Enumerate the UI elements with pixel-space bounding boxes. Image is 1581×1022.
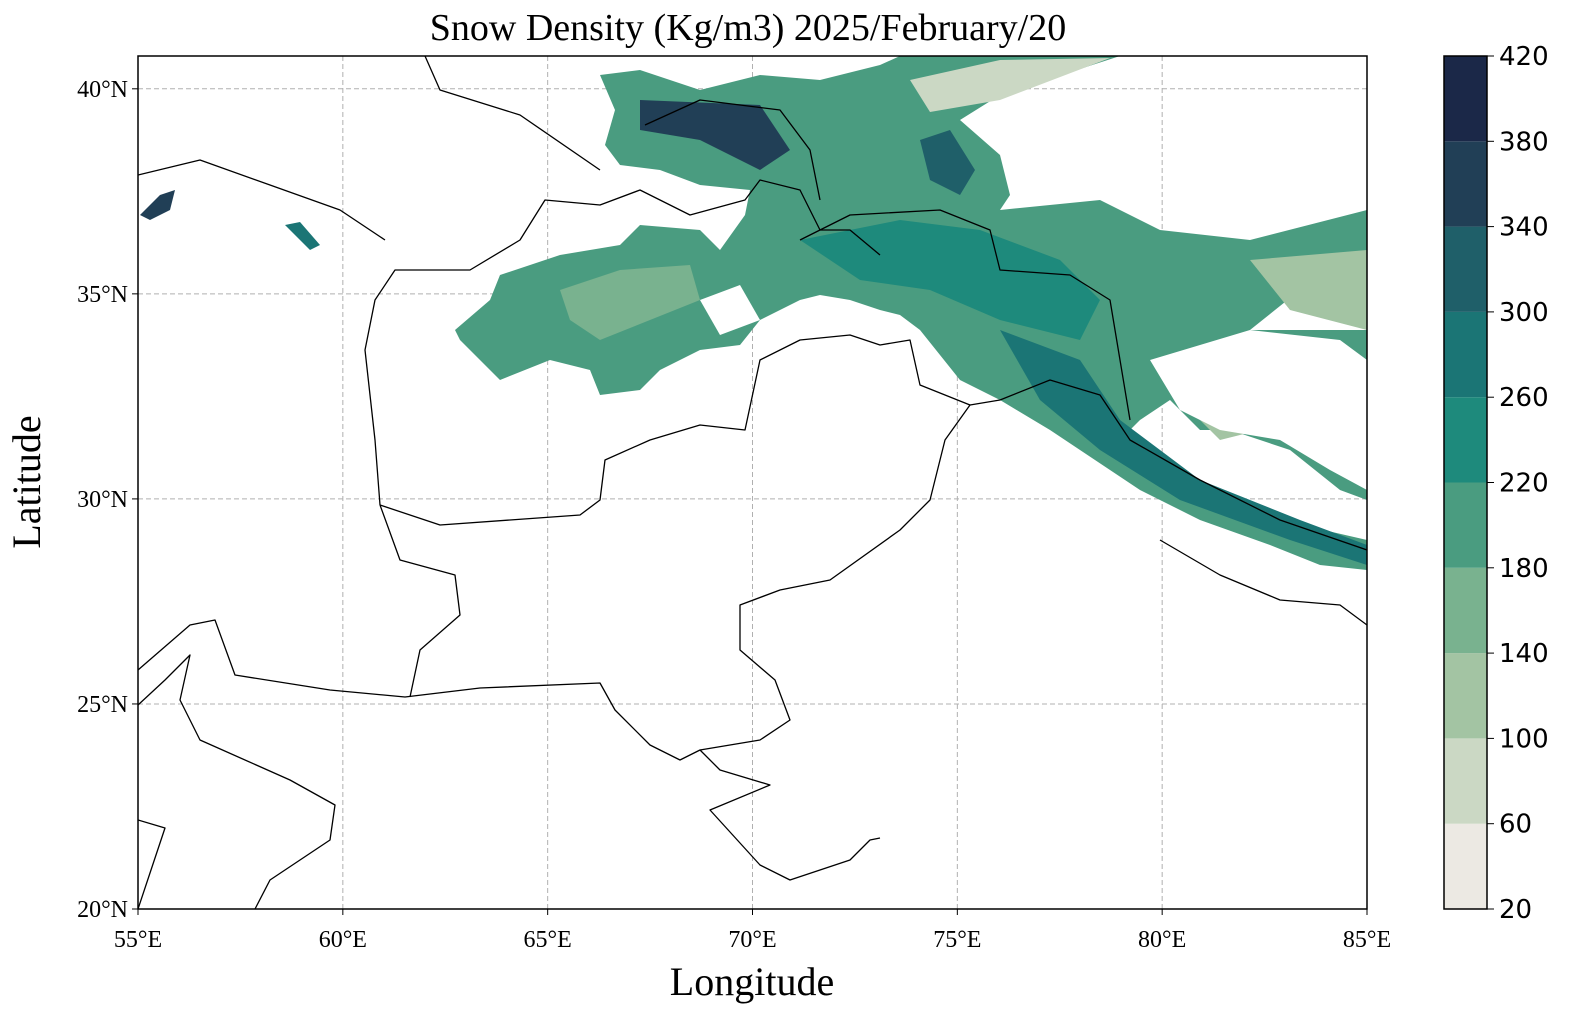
- snow-area: [140, 190, 175, 220]
- country-border: [969, 379, 1367, 551]
- colorbar-tick-label: 100: [1499, 724, 1549, 754]
- snow-area: [560, 265, 700, 340]
- country-border: [138, 819, 166, 909]
- colorbar-bin: [1444, 567, 1487, 654]
- x-tick-label: 65°E: [524, 927, 572, 953]
- y-tick-label: 25°N: [77, 692, 128, 718]
- snow-area: [455, 56, 1367, 570]
- colorbar: 20 60 100 140 180 220 260 300 340 380 420: [1443, 42, 1549, 925]
- colorbar-bin: [1444, 823, 1487, 909]
- borders: [138, 56, 1367, 909]
- y-tick-label: 35°N: [77, 282, 128, 308]
- x-tick-label: 80°E: [1138, 927, 1186, 953]
- country-border: [1159, 539, 1367, 626]
- colorbar-tick-label: 60: [1499, 810, 1532, 840]
- colorbar-tick-label: 220: [1499, 469, 1549, 499]
- x-tick-label: 70°E: [728, 927, 776, 953]
- x-axis-label: Longitude: [670, 959, 834, 1004]
- y-axis-label: Latitude: [4, 415, 49, 548]
- x-tick-label: 60°E: [319, 927, 367, 953]
- y-tick-label: 40°N: [77, 77, 128, 103]
- colorbar-bin: [1444, 311, 1487, 398]
- coastline: [424, 56, 601, 171]
- colorbar-tick-label: 20: [1499, 895, 1532, 925]
- coastline: [138, 654, 336, 909]
- snow-free-area: [700, 285, 760, 335]
- chart-title: Snow Density (Kg/m3) 2025/February/20: [430, 7, 1066, 49]
- snow-area: [1250, 250, 1367, 330]
- country-border: [364, 179, 881, 506]
- country-border: [644, 99, 821, 201]
- colorbar-tick-label: 340: [1499, 213, 1549, 243]
- coastline: [138, 159, 386, 241]
- snow-layer: [140, 56, 1367, 570]
- coastline: [138, 619, 881, 881]
- colorbar-tick-label: 140: [1499, 639, 1549, 669]
- snow-area: [285, 222, 320, 250]
- snow-area: [1000, 330, 1367, 565]
- country-border: [379, 334, 971, 751]
- colorbar-bin: [1444, 397, 1487, 483]
- country-border: [799, 209, 1131, 421]
- colorbar-bin: [1444, 56, 1487, 142]
- colorbar-bin: [1444, 482, 1487, 568]
- colorbar-bin: [1444, 738, 1487, 824]
- colorbar-tick-label: 420: [1499, 42, 1549, 72]
- colorbar-tick-label: 300: [1499, 298, 1549, 328]
- x-tick-label: 85°E: [1343, 927, 1391, 953]
- y-tick-label: 20°N: [77, 897, 128, 923]
- y-tick-label: 30°N: [77, 487, 128, 513]
- colorbar-bin: [1444, 141, 1487, 227]
- snow-area: [910, 58, 1110, 112]
- ticks: 55°E 60°E 65°E 70°E 75°E 80°E 85°E 20°N 25°N 30°N…: [77, 77, 1391, 953]
- snow-area: [640, 100, 790, 170]
- colorbar-tick-label: 380: [1499, 127, 1549, 157]
- country-border: [379, 504, 461, 698]
- colorbar-bin: [1444, 226, 1487, 312]
- colorbar-bin: [1444, 653, 1487, 739]
- colorbar-tick-label: 260: [1499, 383, 1549, 413]
- x-tick-label: 55°E: [114, 927, 162, 953]
- snow-free-area: [1150, 330, 1367, 490]
- snow-area: [920, 130, 975, 195]
- colorbar-tick-label: 180: [1499, 554, 1549, 584]
- x-tick-label: 75°E: [933, 927, 981, 953]
